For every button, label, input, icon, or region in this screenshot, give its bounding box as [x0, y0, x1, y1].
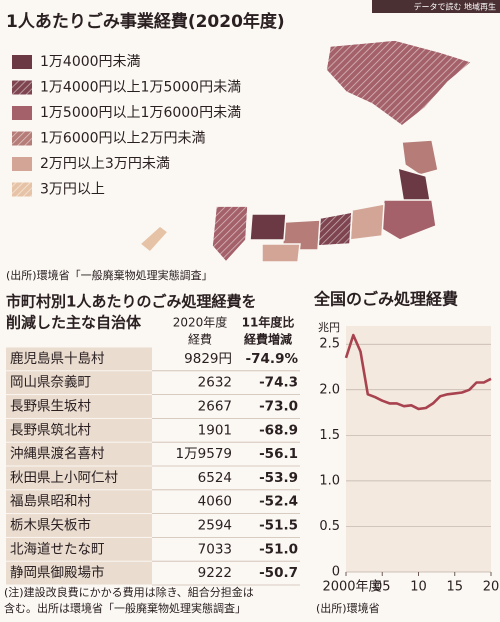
change: -51.5: [259, 518, 298, 534]
legend-label: 1万5000円以上1万6000円未満: [40, 105, 241, 121]
line: [344, 333, 492, 411]
name-cell: [6, 395, 152, 418]
cost: 2667: [198, 399, 232, 415]
table-title: 市町村別1人あたりのごみ処理経費を: [6, 293, 256, 311]
change: -74.3: [259, 375, 298, 391]
change: -53.9: [259, 470, 298, 486]
name-cell: [6, 561, 152, 585]
column-header: 2020年度: [173, 315, 228, 330]
column-header: 経費増減: [244, 332, 292, 347]
x-tick-label: 15: [446, 580, 463, 595]
change: -50.7: [259, 565, 298, 581]
legend-label: 1万6000円以上2万円未満: [40, 131, 205, 147]
note: 含む。出所は環境省「一般廃棄物処理実態調査」: [4, 601, 246, 615]
y-tick-label: 1.5: [319, 428, 340, 443]
municipality: 栃木県矢板市: [10, 517, 91, 534]
cost: 1万9579: [176, 446, 232, 462]
change: -68.9: [259, 422, 298, 438]
municipality: 静岡県御殿場市: [10, 564, 105, 581]
name-cell: [6, 490, 152, 514]
municipality: 長野県筑北村: [10, 422, 91, 438]
column-header: 11年度比: [242, 315, 295, 330]
y-tick-label: 1.0: [319, 473, 340, 488]
cost: 9222: [198, 565, 232, 581]
x-tick-label: 2000年度: [322, 579, 381, 595]
municipality: 北海道せたな町: [10, 541, 105, 557]
municipality: 秋田県上小阿仁村: [10, 470, 118, 486]
chart-source: (出所)環境省: [316, 601, 380, 615]
map-source: (出所)環境省「一般廃棄物処理実態調査」: [6, 268, 213, 282]
cost: 4060: [198, 494, 232, 510]
legend-hatch: [12, 182, 32, 197]
change: -73.0: [259, 399, 298, 415]
cost: 2632: [198, 375, 232, 391]
chart-title: 全国のごみ処理経費: [313, 290, 458, 309]
y-unit: 兆円: [318, 321, 340, 334]
map: [138, 39, 474, 264]
cost: 1901: [198, 422, 232, 438]
legend-swatch: [12, 55, 32, 69]
change: -56.1: [259, 446, 298, 462]
cost: 9829円: [184, 351, 232, 367]
municipality: 福島県昭和村: [10, 494, 91, 510]
cost: 7033: [198, 541, 232, 557]
name-cell: [6, 442, 152, 466]
y-tick-label: 2.0: [319, 382, 340, 397]
name-cell: [6, 466, 152, 490]
change: -74.9%: [246, 351, 299, 367]
municipality: 岡山県奈義町: [10, 374, 91, 391]
legend-hatch: [12, 131, 32, 146]
legend-label: 2万円以上3万円未満: [40, 156, 170, 172]
cost: 6524: [198, 470, 232, 486]
legend-label: 1万4000円未満: [40, 54, 141, 70]
name-cell: [6, 418, 152, 442]
cost: 2594: [198, 518, 232, 534]
change: -52.4: [259, 494, 298, 510]
name-cell: [6, 514, 152, 537]
y-tick-label: 2.5: [319, 337, 340, 352]
column-header: 経費: [188, 332, 212, 347]
municipality: 長野県生坂村: [10, 399, 91, 415]
legend-label: 1万4000円以上1万5000円未満: [40, 80, 241, 96]
name-cell: [6, 347, 152, 371]
municipality: 沖縄県渡名喜村: [10, 446, 105, 462]
plot-bg: [346, 326, 491, 572]
municipality: 鹿児島県十島村: [10, 350, 105, 367]
map-title: 1人あたりごみ事業経費(2020年度): [6, 11, 285, 32]
y-tick-label: 0: [332, 565, 340, 580]
y-tick-label: 0.5: [319, 519, 340, 534]
table-title: 削減した主な自治体: [6, 314, 142, 332]
legend-label: 3万円以上: [40, 182, 105, 198]
x-tick-label: 05: [374, 580, 391, 595]
x-tick-label: 10: [410, 580, 427, 595]
legend-swatch: [12, 157, 32, 171]
x-tick-label: 20: [483, 580, 500, 595]
name-cell: [6, 371, 152, 395]
legend-swatch: [12, 106, 32, 120]
legend-hatch: [12, 80, 32, 95]
change: -51.0: [259, 541, 298, 557]
tag-bg: [372, 0, 500, 13]
note: (注)建設改良費にかかる費用は除き、組合分担金は: [4, 585, 254, 599]
name-cell: [6, 537, 152, 561]
tag: データで読む 地域再生: [413, 2, 496, 12]
